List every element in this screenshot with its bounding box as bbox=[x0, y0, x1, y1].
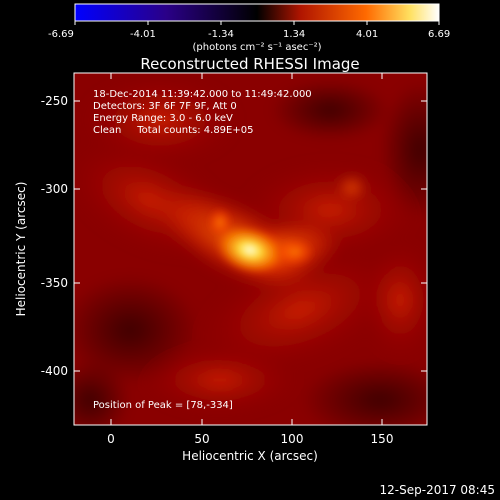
x-axis-ticks bbox=[110, 73, 383, 425]
colorbar-ticks bbox=[74, 21, 440, 25]
timestamp: 12-Sep-2017 08:45 bbox=[380, 483, 495, 497]
x-tick-label: 100 bbox=[281, 432, 304, 446]
info-line: Energy Range: 3.0 - 6.0 keV bbox=[93, 113, 233, 124]
colorbar-tick-label: -1.34 bbox=[208, 29, 234, 40]
y-axis-label: Heliocentric Y (arcsec) bbox=[14, 182, 28, 317]
info-line: 18-Dec-2014 11:39:42.000 to 11:49:42.000 bbox=[93, 89, 312, 100]
colorbar-tick-label: 6.69 bbox=[428, 29, 450, 40]
rhessi-image bbox=[74, 73, 427, 425]
colorbar-tick-label: 4.01 bbox=[356, 29, 378, 40]
colorbar-units: (photons cm⁻² s⁻¹ asec⁻²) bbox=[192, 42, 321, 53]
colorbar-tick-label: -4.01 bbox=[130, 29, 156, 40]
colorbar-tick-label: -6.69 bbox=[48, 29, 74, 40]
colorbar bbox=[74, 3, 440, 22]
x-tick-label: 0 bbox=[107, 432, 115, 446]
colorbar-tick-label: 1.34 bbox=[283, 29, 305, 40]
y-tick-label: -400 bbox=[41, 364, 68, 378]
info-line: Clean Total counts: 4.89E+05 bbox=[93, 125, 253, 136]
y-tick-label: -350 bbox=[41, 276, 68, 290]
info-line: Detectors: 3F 6F 7F 9F, Att 0 bbox=[93, 101, 237, 112]
peak-position: Position of Peak = [78,-334] bbox=[93, 400, 233, 411]
x-tick-label: 50 bbox=[194, 432, 209, 446]
y-axis-ticks bbox=[74, 100, 427, 372]
plot-frame bbox=[73, 72, 428, 426]
y-tick-label: -250 bbox=[41, 94, 68, 108]
x-tick-label: 150 bbox=[371, 432, 394, 446]
plot-title: Reconstructed RHESSI Image bbox=[140, 55, 359, 73]
y-tick-label: -300 bbox=[41, 182, 68, 196]
info-panel: 18-Dec-2014 11:39:42.000 to 11:49:42.000… bbox=[93, 89, 312, 136]
x-axis-label: Heliocentric X (arcsec) bbox=[182, 449, 318, 463]
